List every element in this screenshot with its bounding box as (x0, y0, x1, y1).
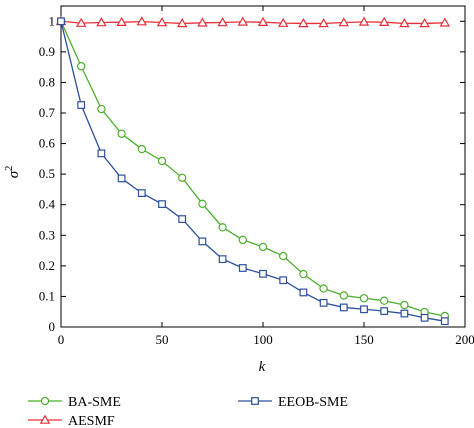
data-point-ba-sme (258, 242, 268, 252)
data-point-aesmf (277, 17, 289, 27)
data-point-eeob-sme (77, 101, 86, 109)
data-point-ba-sme (218, 223, 227, 232)
x-tick-label: 0 (58, 332, 65, 347)
data-point-eeob-sme (198, 237, 207, 246)
data-point-ba-sme (177, 173, 187, 183)
data-point-eeob-sme (339, 303, 348, 312)
data-point-eeob-sme (158, 200, 166, 209)
series-layer (55, 15, 451, 326)
data-point-eeob-sme (299, 288, 308, 297)
data-point-aesmf (75, 17, 87, 27)
data-point-eeob-sme (57, 17, 65, 26)
legend-entry-aesmf: AESMF (28, 414, 115, 428)
x-tick-label: 50 (156, 332, 169, 347)
data-point-aesmf (116, 16, 127, 27)
data-point-ba-sme (137, 144, 146, 154)
y-tick-label: 0.7 (39, 105, 56, 120)
data-point-aesmf (237, 16, 249, 26)
y-tick-label: 0.4 (39, 197, 56, 212)
x-axis-label: k (259, 359, 266, 375)
legend-entry-ba-sme: BA-SME (28, 395, 121, 410)
data-point-aesmf (318, 18, 329, 28)
data-point-aesmf (399, 18, 410, 28)
data-point-aesmf (439, 17, 451, 27)
legend-label: AESMF (68, 414, 115, 428)
legend-marker (40, 396, 50, 406)
legend: BA-SME AESMF EEOB-SME (28, 395, 348, 428)
data-point-ba-sme (157, 156, 167, 166)
data-point-eeob-sme (440, 317, 449, 326)
x-tick-label: 150 (354, 332, 374, 347)
data-point-eeob-sme (360, 305, 368, 314)
legend-marker (251, 397, 259, 405)
data-point-aesmf (419, 18, 430, 28)
series-ba-sme (56, 17, 449, 321)
data-point-ba-sme (400, 300, 409, 310)
data-point-eeob-sme (97, 149, 106, 158)
y-tick-label: 0.1 (39, 288, 55, 303)
y-tick-label: 0.9 (39, 44, 55, 59)
series-line-eeob-sme (60, 21, 445, 322)
y-tick-label: 0.6 (39, 136, 56, 151)
data-point-ba-sme (279, 251, 288, 261)
data-point-eeob-sme (117, 174, 126, 183)
data-point-ba-sme (198, 199, 207, 208)
legend-entry-eeob-sme: EEOB-SME (238, 395, 348, 410)
data-point-ba-sme (359, 294, 369, 303)
y-axis-label-superscript: 2 (4, 166, 15, 171)
x-axis-ticks: 0 50 100 150 200 (58, 6, 474, 347)
data-point-ba-sme (238, 235, 247, 245)
y-tick-label: 0.2 (39, 258, 55, 273)
y-tick-label: 0.3 (39, 227, 55, 242)
series-aesmf (55, 15, 451, 28)
y-tick-label: 1 (49, 13, 56, 28)
data-point-ba-sme (76, 62, 86, 71)
y-tick-label: 0 (49, 319, 56, 334)
data-point-eeob-sme (380, 307, 389, 316)
data-point-ba-sme (339, 291, 348, 300)
x-tick-label: 200 (455, 332, 474, 347)
x-tick-label: 100 (253, 332, 273, 347)
plot-frame (60, 5, 466, 328)
data-point-eeob-sme (218, 255, 227, 264)
data-point-eeob-sme (420, 313, 429, 322)
data-point-aesmf (176, 18, 188, 28)
legend-label: BA-SME (68, 395, 121, 410)
data-point-ba-sme (97, 104, 106, 114)
data-point-aesmf (156, 17, 168, 27)
y-tick-label: 0.5 (39, 166, 55, 181)
data-point-aesmf (257, 16, 269, 27)
data-point-aesmf (96, 17, 107, 27)
legend-label: EEOB-SME (278, 395, 348, 410)
data-point-ba-sme (299, 269, 308, 279)
data-point-aesmf (217, 17, 228, 27)
data-point-eeob-sme (279, 276, 288, 285)
data-point-ba-sme (319, 284, 328, 293)
data-point-aesmf (378, 16, 390, 27)
y-axis-label-main: σ (6, 170, 22, 178)
plot-border (60, 5, 466, 328)
data-point-eeob-sme (238, 264, 247, 272)
data-point-eeob-sme (178, 215, 187, 223)
data-point-eeob-sme (319, 298, 328, 307)
data-point-aesmf (136, 16, 148, 26)
data-point-eeob-sme (137, 189, 146, 197)
data-point-aesmf (358, 16, 370, 26)
series-line-aesmf (60, 20, 445, 25)
data-point-eeob-sme (259, 269, 267, 278)
legend-marker (39, 414, 51, 424)
data-point-eeob-sme (400, 309, 409, 318)
y-tick-label: 0.8 (39, 74, 55, 89)
data-point-aesmf (197, 17, 208, 27)
data-point-aesmf (298, 18, 309, 28)
data-point-ba-sme (380, 296, 389, 305)
data-point-aesmf (338, 17, 350, 27)
y-axis-label: σ2 (4, 166, 22, 178)
y-axis-ticks: 0 0.1 0.2 0.3 0.4 0.5 0.6 0.7 0.8 0.9 1 (39, 13, 465, 334)
data-point-ba-sme (117, 129, 126, 138)
series-eeob-sme (57, 17, 449, 326)
series-line-ba-sme (60, 21, 445, 317)
